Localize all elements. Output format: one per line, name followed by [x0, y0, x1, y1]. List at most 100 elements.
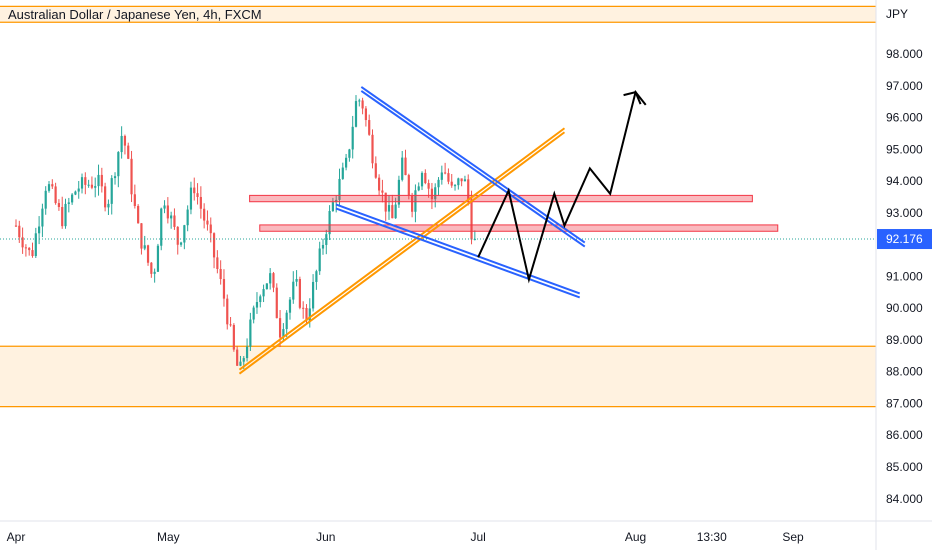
price-axis[interactable]: 98.00097.00096.00095.00094.00093.00092.0…	[886, 47, 923, 506]
candles-layer	[0, 95, 876, 369]
price-tick-label: 89.000	[886, 333, 923, 347]
candle-body	[166, 205, 169, 219]
candle-body	[113, 176, 117, 179]
time-tick-label: May	[157, 530, 180, 544]
candle-body	[282, 329, 285, 338]
candle-body	[404, 157, 407, 176]
candle-body	[335, 199, 338, 203]
time-tick-label: Jul	[470, 530, 485, 544]
price-tick-label: 94.000	[886, 174, 923, 188]
candle-body	[262, 289, 265, 297]
candle-body	[457, 178, 460, 186]
candle-body	[430, 188, 434, 200]
candle-body	[453, 185, 457, 187]
trendline	[335, 207, 581, 299]
candle-body	[133, 194, 136, 206]
candle-body	[123, 135, 127, 146]
candle-body	[212, 233, 216, 258]
price-tick-label: 88.000	[886, 365, 923, 379]
candle-body	[371, 134, 374, 164]
zones-layer	[0, 5, 876, 408]
trendline	[238, 131, 566, 375]
candle-body	[361, 100, 364, 109]
time-tick-label: Apr	[7, 530, 26, 544]
price-tick-label: 84.000	[886, 492, 923, 506]
candle-body	[189, 187, 193, 210]
candle-body	[308, 308, 311, 321]
projection-path	[477, 89, 647, 284]
candle-body	[47, 184, 51, 191]
candle-body	[229, 324, 232, 326]
candle-body	[71, 194, 74, 203]
candle-body	[236, 349, 239, 366]
candle-body	[424, 172, 427, 184]
time-axis[interactable]: Apr May Jun Jul Aug 13:30 Sep	[7, 530, 804, 544]
candle-body	[137, 205, 140, 224]
candle-body	[160, 208, 163, 246]
candle-body	[193, 187, 196, 194]
last-price-badge-text: 92.176	[886, 232, 923, 246]
candle-body	[18, 225, 21, 238]
candle-body	[183, 225, 186, 243]
candle-body	[417, 186, 420, 191]
candle-body	[41, 208, 44, 227]
candle-body	[97, 174, 100, 187]
candle-body	[447, 173, 450, 182]
candle-body	[127, 145, 130, 159]
candle-body	[331, 202, 334, 211]
candle-body	[104, 186, 107, 208]
candle-body	[51, 184, 54, 187]
trendline	[335, 203, 581, 295]
candle-body	[348, 149, 351, 158]
candle-body	[321, 244, 325, 249]
time-tick-label: 13:30	[697, 530, 727, 544]
candle-body	[94, 186, 97, 188]
candle-body	[272, 273, 275, 288]
candle-body	[318, 248, 321, 272]
candle-body	[117, 152, 120, 177]
candle-body	[196, 193, 199, 197]
candle-body	[249, 319, 252, 347]
candle-body	[143, 245, 146, 249]
candle-body	[252, 307, 255, 320]
candle-body	[470, 199, 473, 240]
candle-body	[391, 205, 394, 219]
candle-body	[325, 234, 328, 245]
candle-body	[232, 325, 235, 350]
candle-body	[176, 226, 179, 245]
candle-body	[219, 268, 222, 280]
time-tick-label: Sep	[782, 530, 804, 544]
candle-body	[74, 191, 77, 195]
candle-body	[381, 190, 384, 193]
candle-body	[292, 281, 295, 300]
trendline	[360, 90, 586, 248]
candle-body	[298, 279, 301, 308]
candle-body	[427, 183, 430, 189]
candle-body	[44, 190, 47, 209]
candle-body	[239, 361, 242, 366]
candle-body	[67, 202, 70, 204]
candle-body	[130, 158, 133, 195]
candle-body	[38, 226, 41, 234]
candle-body	[401, 157, 404, 180]
candle-body	[173, 215, 176, 227]
candle-body	[242, 358, 245, 362]
candle-body	[156, 245, 160, 272]
price-tick-label: 90.000	[886, 301, 923, 315]
candle-body	[437, 179, 440, 188]
time-tick-label: Jun	[316, 530, 335, 544]
price-tick-label: 95.000	[886, 142, 923, 156]
candle-body	[110, 178, 113, 204]
candle-body	[288, 299, 292, 313]
resistance-box	[249, 194, 753, 203]
candle-body	[245, 346, 249, 359]
candle-body	[87, 184, 90, 186]
candle-body	[344, 157, 348, 168]
candle-body	[305, 308, 308, 321]
candle-body	[31, 250, 34, 257]
price-tick-label: 85.000	[886, 460, 923, 474]
candle-body	[84, 177, 87, 185]
candle-body	[140, 223, 143, 249]
candle-body	[407, 175, 410, 196]
candle-body	[265, 283, 268, 290]
